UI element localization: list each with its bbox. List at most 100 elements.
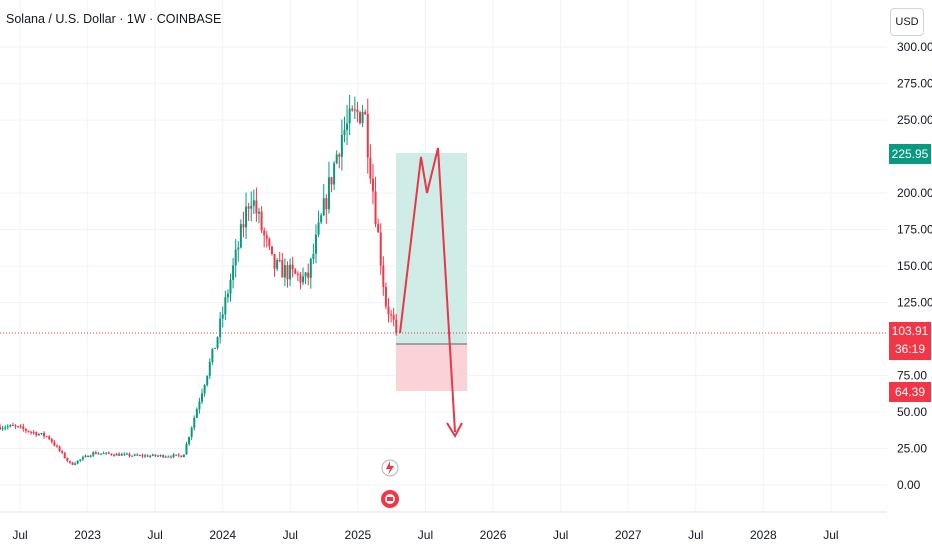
candle-body xyxy=(175,454,178,456)
candle-body xyxy=(281,260,284,278)
y-tick-label: 175.00 xyxy=(897,223,932,237)
candle-body xyxy=(390,314,393,316)
candle-body xyxy=(164,456,167,458)
candle-body xyxy=(286,265,289,280)
candle-body xyxy=(79,459,82,461)
candle-body xyxy=(97,453,100,455)
y-tick-label: 0.00 xyxy=(897,478,921,492)
candle-body xyxy=(335,154,338,164)
candle-body xyxy=(377,224,380,233)
candle-body xyxy=(374,191,377,225)
candle-body xyxy=(206,375,209,385)
candle-body xyxy=(384,286,387,307)
candle-body xyxy=(325,198,328,210)
x-tick-label: 2025 xyxy=(345,528,372,542)
x-tick-label: Jul xyxy=(418,528,433,542)
candle-body xyxy=(294,269,297,274)
candle-body xyxy=(213,347,216,349)
candle-body xyxy=(14,425,17,427)
candle-body xyxy=(265,235,268,239)
candle-body xyxy=(229,279,232,294)
candle-body xyxy=(333,163,336,185)
candle-body xyxy=(278,260,281,262)
profit-zone[interactable] xyxy=(396,153,467,344)
candle-body xyxy=(346,123,349,131)
x-tick-label: Jul xyxy=(823,528,838,542)
candle-body xyxy=(309,258,312,278)
x-tick-label: 2027 xyxy=(615,528,642,542)
stop-price-tag: 64.39 xyxy=(889,382,931,402)
x-tick-label: 2028 xyxy=(750,528,777,542)
candle-body xyxy=(74,463,77,465)
candle-body xyxy=(172,454,175,458)
candle-body xyxy=(169,456,172,458)
current-price-value: 103.91 xyxy=(891,324,929,338)
candle-body xyxy=(289,264,292,280)
y-tick-label: 300.00 xyxy=(897,40,932,54)
events-icon[interactable] xyxy=(381,459,399,477)
candle-body xyxy=(94,452,97,454)
candle-body xyxy=(359,112,362,124)
candle-body xyxy=(356,109,359,113)
chart-title: Solana / U.S. Dollar · 1W · COINBASE xyxy=(6,12,222,26)
candle-body xyxy=(351,108,354,111)
candle-body xyxy=(252,200,255,206)
y-tick-label: 250.00 xyxy=(897,113,932,127)
candle-body xyxy=(291,264,294,270)
candle-body xyxy=(128,453,131,457)
x-tick-label: Jul xyxy=(688,528,703,542)
candle-body xyxy=(250,205,253,209)
candle-body xyxy=(131,455,134,457)
y-tick-label: 25.00 xyxy=(897,442,927,456)
candle-body xyxy=(273,253,276,269)
candle-body xyxy=(71,462,74,465)
bar-countdown: 36:19 xyxy=(894,342,926,356)
earnings-icon[interactable] xyxy=(381,490,399,508)
candle-body xyxy=(382,265,385,287)
candle-body xyxy=(35,432,38,436)
projection-path[interactable] xyxy=(399,147,456,433)
candle-body xyxy=(92,452,95,456)
candles xyxy=(0,94,398,466)
projection-arrowhead xyxy=(446,422,463,439)
candle-body xyxy=(258,211,260,214)
candle-body xyxy=(141,455,144,457)
candle-body xyxy=(239,224,242,248)
candle-body xyxy=(40,432,43,435)
candle-body xyxy=(154,454,157,456)
candle-body xyxy=(317,222,320,235)
candle-body xyxy=(260,211,263,231)
x-tick-label: 2023 xyxy=(74,528,101,542)
loss-zone[interactable] xyxy=(396,344,467,391)
y-tick-label: 275.00 xyxy=(897,77,932,91)
candle-body xyxy=(115,453,118,456)
candle-body xyxy=(193,417,196,428)
candle-body xyxy=(224,297,227,315)
candle-body xyxy=(219,318,222,338)
candle-body xyxy=(340,134,343,157)
candle-body xyxy=(6,426,9,428)
candle-body xyxy=(364,111,367,115)
candle-body xyxy=(379,232,382,266)
candle-body xyxy=(105,452,108,454)
candle-body xyxy=(268,238,271,247)
candle-body xyxy=(1,428,4,430)
candle-body xyxy=(211,348,214,362)
candle-body xyxy=(216,337,219,348)
candle-body xyxy=(180,455,183,458)
candle-body xyxy=(102,453,105,455)
candle-body xyxy=(43,432,46,437)
candle-body xyxy=(307,272,310,278)
currency-button[interactable]: USD xyxy=(890,8,924,36)
candle-body xyxy=(320,215,323,223)
candle-body xyxy=(30,431,33,433)
candle-body xyxy=(24,429,27,431)
candle-body xyxy=(125,453,128,455)
candle-body xyxy=(190,427,193,437)
price-axis: 0.00 25.00 50.00 75.00 125.00 150.00 175.00 200… xyxy=(897,40,932,492)
candle-body xyxy=(19,426,22,428)
candle-body xyxy=(242,224,245,228)
candle-body xyxy=(89,455,92,458)
candle-body xyxy=(66,457,69,461)
